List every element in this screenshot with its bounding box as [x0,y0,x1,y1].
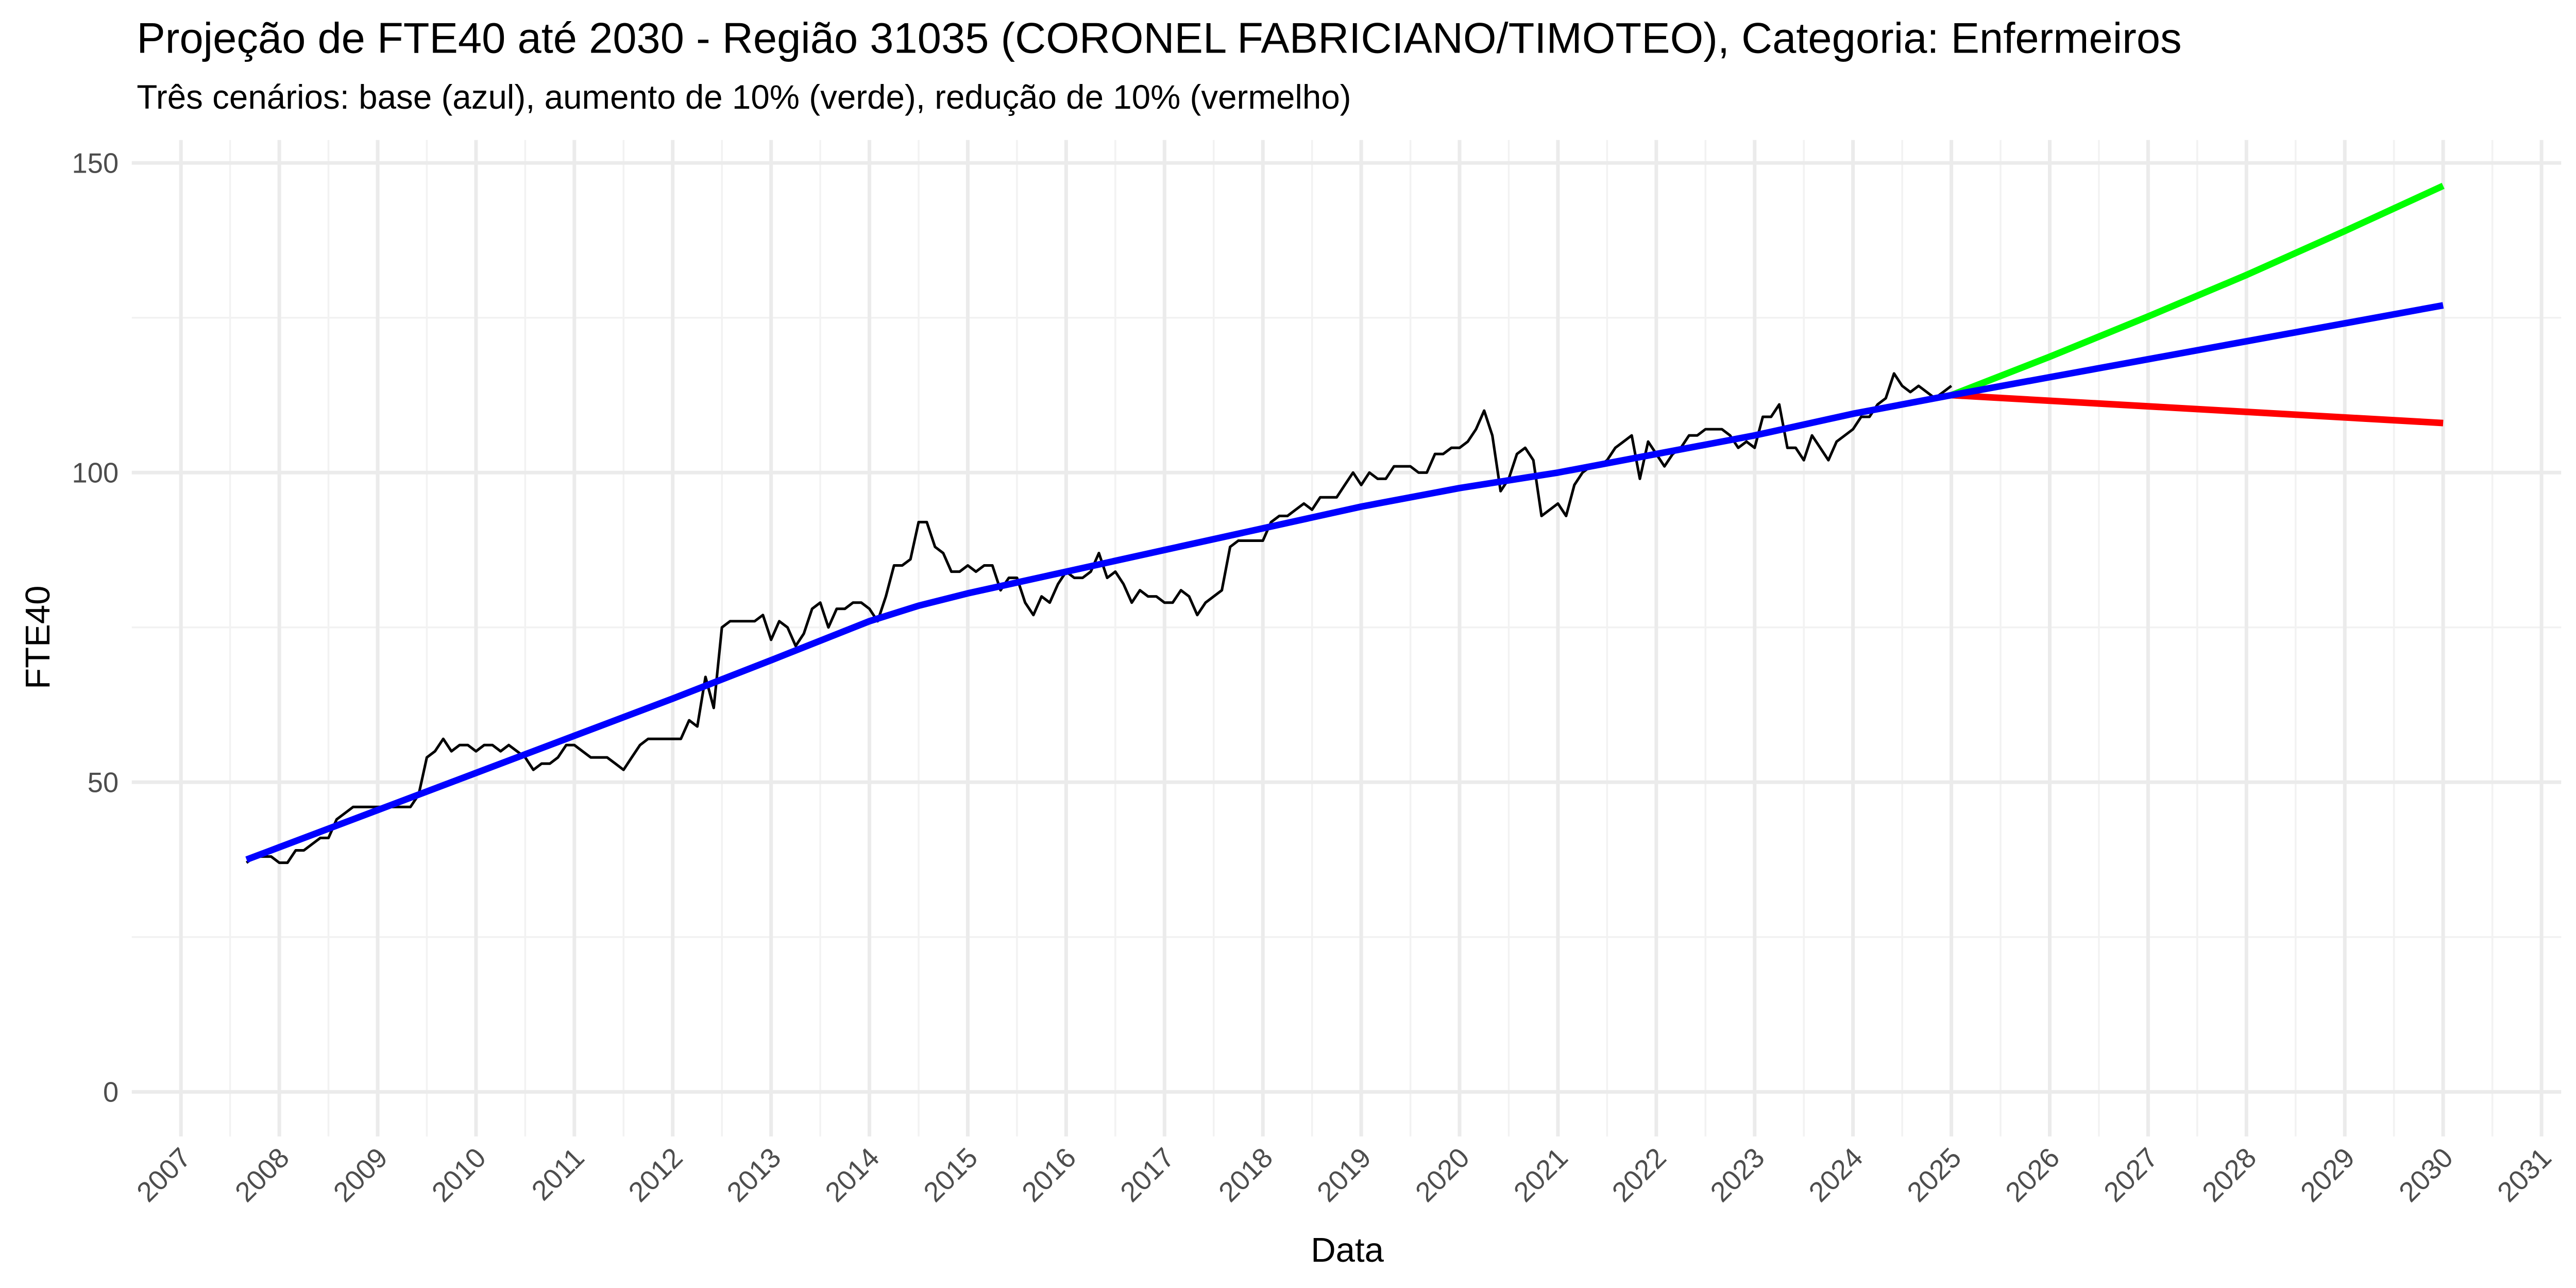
chart-title: Projeção de FTE40 até 2030 - Região 3103… [137,14,2181,62]
series-line [1951,392,2444,427]
series-line [1950,182,2445,398]
x-axis-title: Data [1311,1231,1384,1269]
y-tick-label: 100 [72,457,119,488]
series-line [246,372,1953,865]
y-tick-label: 150 [72,147,119,179]
grid [131,140,2562,1137]
series-line [245,302,2444,863]
plot-lines [245,182,2445,865]
y-tick-label: 0 [103,1077,118,1108]
y-axis-title: FTE40 [19,585,57,689]
y-tick-label: 50 [88,767,118,798]
chart-subtitle: Três cenários: base (azul), aumento de 1… [137,78,1351,116]
